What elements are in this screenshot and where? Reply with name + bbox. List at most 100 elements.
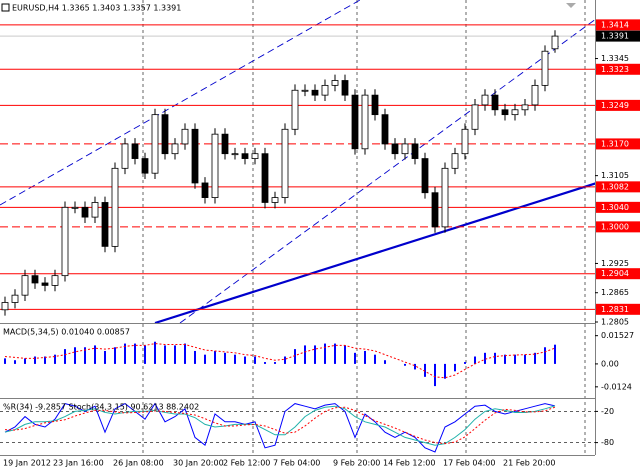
candle-body: [491, 94, 499, 111]
candle-body: [81, 206, 89, 218]
candle-body: [401, 143, 409, 155]
candle-body: [41, 282, 49, 286]
last-price-label: 1.3391: [601, 32, 629, 41]
x-tick-label: 21 Feb 20:00: [503, 459, 555, 468]
level-label: 1.3040: [601, 203, 629, 212]
level-tag: [596, 63, 640, 75]
level-label: 1.2904: [601, 269, 629, 278]
chart-title: EURUSD,H4 1.3365 1.3403 1.3357 1.3391: [12, 4, 181, 13]
y-tick-label: 1.3105: [601, 171, 629, 180]
candle-body: [541, 50, 549, 86]
candle-body: [241, 153, 249, 159]
level-label: 1.3323: [601, 65, 629, 74]
candle-body: [501, 109, 509, 116]
candle-body: [151, 114, 159, 174]
candle-body: [111, 167, 119, 247]
candle-body: [391, 143, 399, 155]
candle-body: [291, 89, 299, 130]
candle-body: [251, 153, 259, 159]
candle-body: [31, 275, 39, 284]
x-tick-label: 30 Jan 20:00: [173, 459, 224, 468]
candle-body: [161, 114, 169, 155]
candle-body: [121, 143, 129, 169]
y-tick-label: 1.2925: [601, 259, 629, 268]
candle-body: [11, 294, 19, 303]
y-tick-label: 0.00: [601, 359, 619, 368]
trend-line: [154, 182, 595, 323]
level-tag: [596, 303, 640, 315]
x-tick-label: 26 Jan 08:00: [113, 459, 164, 468]
candle-body: [331, 80, 339, 86]
y-tick-label: 1.2805: [601, 318, 629, 327]
candle-body: [371, 94, 379, 116]
candle-body: [441, 167, 449, 228]
panel-title: MACD(5,34,5) 0.01040 0.00857: [3, 328, 130, 337]
x-tick-label: 14 Feb 12:00: [383, 459, 435, 468]
level-tag: [596, 201, 640, 213]
candle-body: [261, 153, 269, 203]
candle-body: [1, 302, 9, 311]
panel-title: %R(34) -9.2857 Stoch(34,3,15) 90.6213 88…: [3, 403, 199, 412]
x-tick-label: 7 Feb 04:00: [273, 459, 320, 468]
series-line: [4, 402, 556, 453]
y-tick-label: 0.01527: [601, 331, 634, 340]
candle-body: [211, 133, 219, 198]
candle-body: [531, 84, 539, 106]
trend-lines: [0, 0, 595, 323]
level-label: 1.2831: [601, 305, 629, 314]
level-tag: [596, 19, 640, 31]
y-tick-label: -0.0124: [601, 382, 632, 391]
candle-body: [191, 128, 199, 184]
candle-body: [21, 275, 29, 296]
level-label: 1.3414: [601, 20, 629, 29]
y-tick-label: -20: [601, 407, 614, 416]
channel-line: [0, 0, 361, 206]
y-tick-label: 1.3345: [601, 54, 629, 63]
x-tick-label: 2 Feb 12:00: [223, 459, 270, 468]
level-tag: [596, 138, 640, 150]
candle-body: [51, 275, 59, 286]
series-line: [4, 406, 556, 445]
candle-body: [511, 109, 519, 116]
candle-body: [551, 35, 559, 50]
level-label: 1.3170: [601, 139, 629, 148]
channel-line: [179, 19, 595, 323]
panel-frames: [0, 0, 596, 456]
candle-body: [311, 89, 319, 96]
level-tag: [596, 221, 640, 233]
level-tag: [596, 181, 640, 193]
series-line: [4, 405, 556, 446]
shift-marker: [566, 3, 576, 8]
series-line: [4, 343, 556, 379]
x-tick-label: 9 Feb 20:00: [333, 459, 380, 468]
candle-body: [231, 153, 239, 156]
candle-body: [271, 197, 279, 203]
candle-body: [281, 128, 289, 198]
vertical-grid: [142, 0, 586, 455]
level-label: 1.3000: [601, 222, 629, 231]
level-label: 1.3249: [601, 101, 629, 110]
candle-body: [521, 104, 529, 111]
x-tick-label: 23 Jan 16:00: [53, 459, 104, 468]
candle-body: [321, 84, 329, 96]
candle-body: [171, 143, 179, 155]
level-tag: [596, 268, 640, 280]
y-tick-label: -80: [601, 438, 614, 447]
candle-body: [201, 182, 209, 198]
candle-body: [451, 153, 459, 169]
y-tick-label: 1.2865: [601, 288, 629, 297]
candle-body: [101, 202, 109, 247]
candle-body: [61, 206, 69, 277]
level-tag: [596, 99, 640, 111]
x-tick-label: 19 Jan 2012: [3, 459, 51, 468]
title-icon: [1, 3, 10, 12]
x-tick-label: 17 Feb 04:00: [443, 459, 495, 468]
last-price-tag: [596, 30, 640, 42]
candle-body: [341, 80, 349, 96]
candle-body: [91, 202, 99, 218]
candle-body: [431, 192, 439, 228]
candle-body: [71, 206, 79, 209]
level-label: 1.3082: [601, 182, 629, 191]
candle-body: [361, 94, 369, 150]
candle-body: [461, 128, 469, 155]
